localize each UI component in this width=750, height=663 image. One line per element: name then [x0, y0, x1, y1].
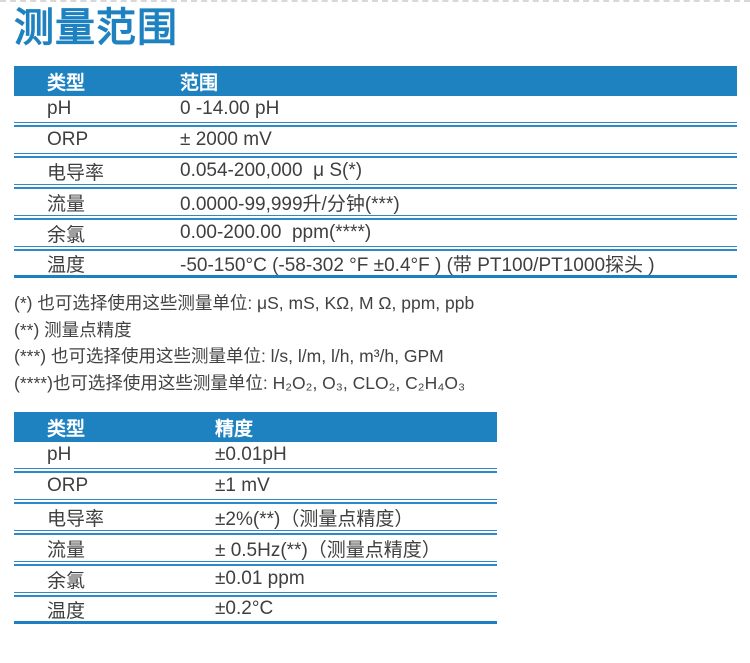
table-row: 余氯 ±0.01 ppm — [14, 564, 497, 593]
table-row: 温度 -50-150°C (-58-302 °F ±0.4°F ) (带 PT1… — [14, 249, 737, 278]
row-type-cell: 余氯 — [47, 224, 86, 246]
range-table-header-type: 类型 — [47, 72, 86, 94]
row-type-cell: 电导率 — [47, 162, 105, 184]
row-value-cell: ±0.01 ppm — [215, 568, 305, 589]
row-type-cell: ORP — [47, 475, 89, 496]
row-type-cell: 流量 — [47, 193, 86, 215]
row-value-cell: ±0.01pH — [215, 444, 287, 465]
row-value-cell: 0.0000-99,999升/分钟(***) — [180, 193, 400, 215]
table-row: 温度 ±0.2°C — [14, 595, 497, 624]
row-type-cell: 流量 — [47, 539, 86, 561]
footnote-item: (*) 也可选择使用这些测量单位: μS, mS, KΩ, M Ω, ppm, … — [14, 293, 475, 313]
table-row: pH 0 -14.00 pH — [14, 96, 737, 123]
row-type-cell: pH — [47, 444, 72, 465]
footnotes: (*) 也可选择使用这些测量单位: μS, mS, KΩ, M Ω, ppm, … — [14, 290, 750, 396]
row-value-cell: ±0.2°C — [215, 598, 274, 619]
page-title: 测量范围 — [14, 6, 178, 50]
table-row: 余氯 0.00-200.00 ppm(****) — [14, 218, 737, 247]
row-type-cell: 温度 — [47, 254, 86, 276]
row-value-cell: -50-150°C (-58-302 °F ±0.4°F ) (带 PT100/… — [180, 254, 655, 276]
top-divider — [0, 0, 750, 2]
range-table-header-range: 范围 — [180, 72, 219, 94]
range-table-header-row: 类型 范围 — [14, 66, 737, 96]
row-type-cell: pH — [47, 98, 72, 119]
table-row: ORP ±1 mV — [14, 471, 497, 500]
accuracy-table: 类型 精度 pH ±0.01pH ORP ±1 mV 电导率 ±2%(**)（测… — [14, 412, 497, 624]
row-type-cell: ORP — [47, 129, 89, 150]
footnote-item: (***) 也可选择使用这些测量单位: l/s, l/m, l/h, m³/h,… — [14, 346, 444, 366]
range-table: 类型 范围 pH 0 -14.00 pH ORP ± 2000 mV 电导率 0… — [14, 66, 737, 278]
accuracy-table-header-accuracy: 精度 — [215, 418, 254, 440]
footnote-item: (****)也可选择使用这些测量单位: H₂O₂, O₃, CLO₂, C₂H₄… — [14, 372, 466, 393]
row-type-cell: 余氯 — [47, 570, 86, 592]
accuracy-table-header-type: 类型 — [47, 418, 86, 440]
row-value-cell: ± 2000 mV — [180, 129, 272, 150]
accuracy-table-header-row: 类型 精度 — [14, 412, 497, 442]
row-value-cell: 0.054-200,000 μ S(*) — [180, 160, 363, 181]
table-row: pH ±0.01pH — [14, 442, 497, 469]
row-type-cell: 电导率 — [47, 508, 105, 530]
row-value-cell: ±1 mV — [215, 475, 270, 496]
row-value-cell: ± 0.5Hz(**)（测量点精度） — [215, 539, 441, 561]
row-value-cell: 0 -14.00 pH — [180, 98, 280, 119]
table-row: ORP ± 2000 mV — [14, 125, 737, 154]
table-row: 流量 ± 0.5Hz(**)（测量点精度） — [14, 533, 497, 562]
row-value-cell: ±2%(**)（测量点精度） — [215, 508, 414, 530]
footnote-item: (**) 测量点精度 — [14, 319, 132, 340]
row-type-cell: 温度 — [47, 600, 86, 622]
table-row: 流量 0.0000-99,999升/分钟(***) — [14, 187, 737, 216]
table-row: 电导率 ±2%(**)（测量点精度） — [14, 502, 497, 531]
row-value-cell: 0.00-200.00 ppm(****) — [180, 222, 372, 243]
table-row: 电导率 0.054-200,000 μ S(*) — [14, 156, 737, 185]
